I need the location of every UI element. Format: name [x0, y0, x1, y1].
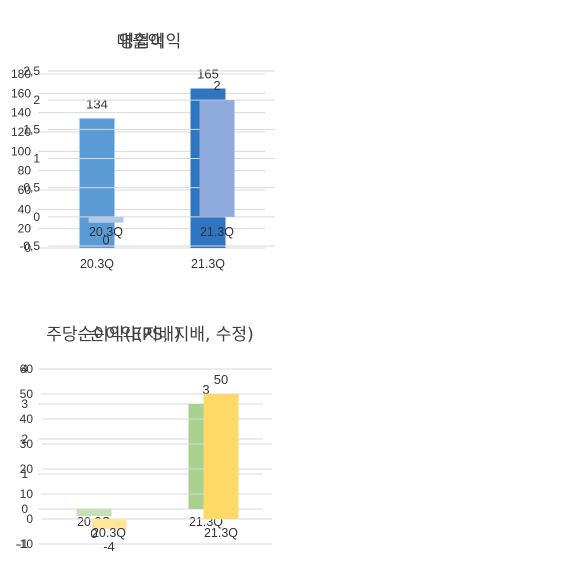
y-tick-label: 140: [11, 106, 31, 120]
y-tick-label: 100: [11, 144, 31, 158]
y-tick-label: 0,5: [23, 181, 40, 195]
y-tick-label: -1: [17, 537, 28, 551]
bar-21.3Q: [203, 394, 239, 519]
y-tick-label: 3: [21, 397, 28, 411]
bar-20.3Q: [76, 509, 112, 516]
chart-title: 주당순이익(EPS, 지배, 수정): [46, 325, 253, 345]
y-tick-label: 0: [33, 210, 40, 224]
chart-title: 순이익(지배): [89, 325, 180, 345]
data-label: 2: [213, 78, 220, 93]
chart-eps: 주당순이익(EPS, 지배, 수정) -10 0 10 20 30 40 50 60 -4 20.3…: [16, 285, 579, 571]
category-label: 20.3Q: [89, 225, 123, 239]
data-label: 0: [90, 526, 97, 541]
y-tick-label: 60: [20, 362, 34, 376]
y-tick-label: 1: [21, 467, 28, 481]
category-label: 20.3Q: [92, 526, 126, 540]
chart-operating-profit: 영업이익 -0,5 0 0,5 1 1,5 2 2,5 0 20.3Q 2 21.3Q: [19, 0, 579, 285]
data-label: 134: [86, 96, 108, 111]
category-label: 21.3Q: [191, 257, 225, 271]
y-tick-label: 0: [24, 241, 31, 255]
y-tick-label: 40: [20, 412, 34, 426]
y-tick-label: -10: [16, 537, 34, 551]
chart-eps-svg: 주당순이익(EPS, 지배, 수정)-100102030405060-420.3…: [16, 325, 272, 554]
y-tick-label: 50: [20, 387, 34, 401]
y-tick-label: 120: [11, 125, 31, 139]
category-label: 21.3Q: [204, 526, 238, 540]
chart-title: 매출액: [117, 32, 164, 52]
y-tick-label: 30: [20, 437, 34, 451]
chart-revenue: 매출액 0 20 40 60 80 100 120 140 160 180 134 20.3Q 165 21…: [0, 0, 290, 285]
y-tick-label: 10: [20, 487, 34, 501]
data-label: 50: [214, 372, 228, 387]
data-label: 165: [197, 67, 219, 82]
y-tick-label: 2: [33, 93, 40, 107]
bar-21.3Q: [199, 100, 235, 217]
y-tick-label: 180: [11, 67, 31, 81]
bar-20.3Q: [88, 216, 124, 223]
y-tick-label: -0,5: [19, 239, 40, 253]
category-label: 21.3Q: [200, 225, 234, 239]
y-tick-label: 2: [21, 432, 28, 446]
y-tick-label: 1: [33, 152, 40, 166]
y-tick-label: 1,5: [23, 122, 40, 136]
data-label: 3: [202, 382, 209, 397]
y-tick-label: 40: [18, 202, 32, 216]
y-tick-label: 160: [11, 86, 31, 100]
y-tick-label: 2,5: [23, 64, 40, 78]
chart-title: 영업이익: [119, 32, 182, 52]
data-label: -4: [103, 539, 115, 554]
bar-20.3Q: [79, 118, 115, 248]
y-tick-label: 4: [21, 362, 28, 376]
y-tick-label: 0: [21, 502, 28, 516]
data-label: 0: [102, 233, 109, 248]
category-label: 20.3Q: [80, 257, 114, 271]
y-tick-label: 60: [18, 183, 32, 197]
y-tick-label: 0: [26, 512, 33, 526]
bar-20.3Q: [91, 519, 127, 529]
y-tick-label: 80: [18, 164, 32, 178]
y-tick-label: 20: [20, 462, 34, 476]
y-tick-label: 20: [18, 222, 32, 236]
chart-revenue-svg: 매출액02040608010012014016018013420.3Q16521…: [11, 32, 265, 271]
